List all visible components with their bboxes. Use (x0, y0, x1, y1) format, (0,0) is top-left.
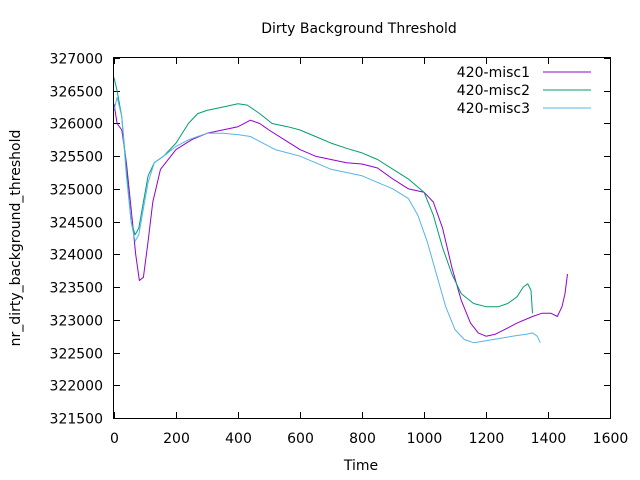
x-tick-label: 1400 (531, 431, 567, 447)
x-tick-label: 600 (287, 431, 314, 447)
x-tick-label: 0 (110, 431, 119, 447)
legend: 420-misc1 420-misc2 420-misc3 (457, 65, 591, 117)
chart-title: Dirty Background Threshold (261, 21, 457, 37)
legend-label: 420-misc3 (457, 101, 530, 117)
y-tick-label: 322500 (50, 347, 103, 363)
plot-lines (113, 77, 568, 344)
y-tick-label: 325500 (50, 150, 103, 166)
x-axis-label: Time (343, 458, 378, 474)
y-tick-label: 324500 (50, 216, 103, 232)
y-tick-label: 323000 (50, 314, 103, 330)
series-line-420-misc2 (113, 77, 533, 314)
x-axis: 0 200 400 600 800 1000 1200 1400 1600 (110, 58, 628, 447)
y-tick-label: 326500 (50, 85, 103, 101)
legend-label: 420-misc1 (457, 65, 530, 81)
x-tick-label: 400 (225, 431, 252, 447)
y-axis: 321500 322000 322500 323000 323500 324000 3245… (50, 52, 610, 428)
y-tick-label: 323500 (50, 281, 103, 297)
y-tick-label: 325000 (50, 183, 103, 199)
y-tick-label: 324000 (50, 248, 103, 264)
y-tick-label: 326000 (50, 117, 103, 133)
x-tick-label: 1000 (407, 431, 443, 447)
x-tick-label: 200 (163, 431, 190, 447)
y-tick-label: 327000 (50, 52, 103, 68)
y-tick-label: 322000 (50, 379, 103, 395)
series-line-420-misc1 (113, 103, 568, 337)
y-axis-label: nr_dirty_background_threshold (8, 130, 24, 347)
plot-frame (113, 57, 611, 419)
y-tick-label: 321500 (50, 412, 103, 428)
series-line-420-misc3 (113, 96, 541, 344)
x-tick-label: 1600 (593, 431, 629, 447)
x-tick-label: 1200 (469, 431, 505, 447)
legend-label: 420-misc2 (457, 83, 530, 99)
x-tick-label: 800 (349, 431, 376, 447)
